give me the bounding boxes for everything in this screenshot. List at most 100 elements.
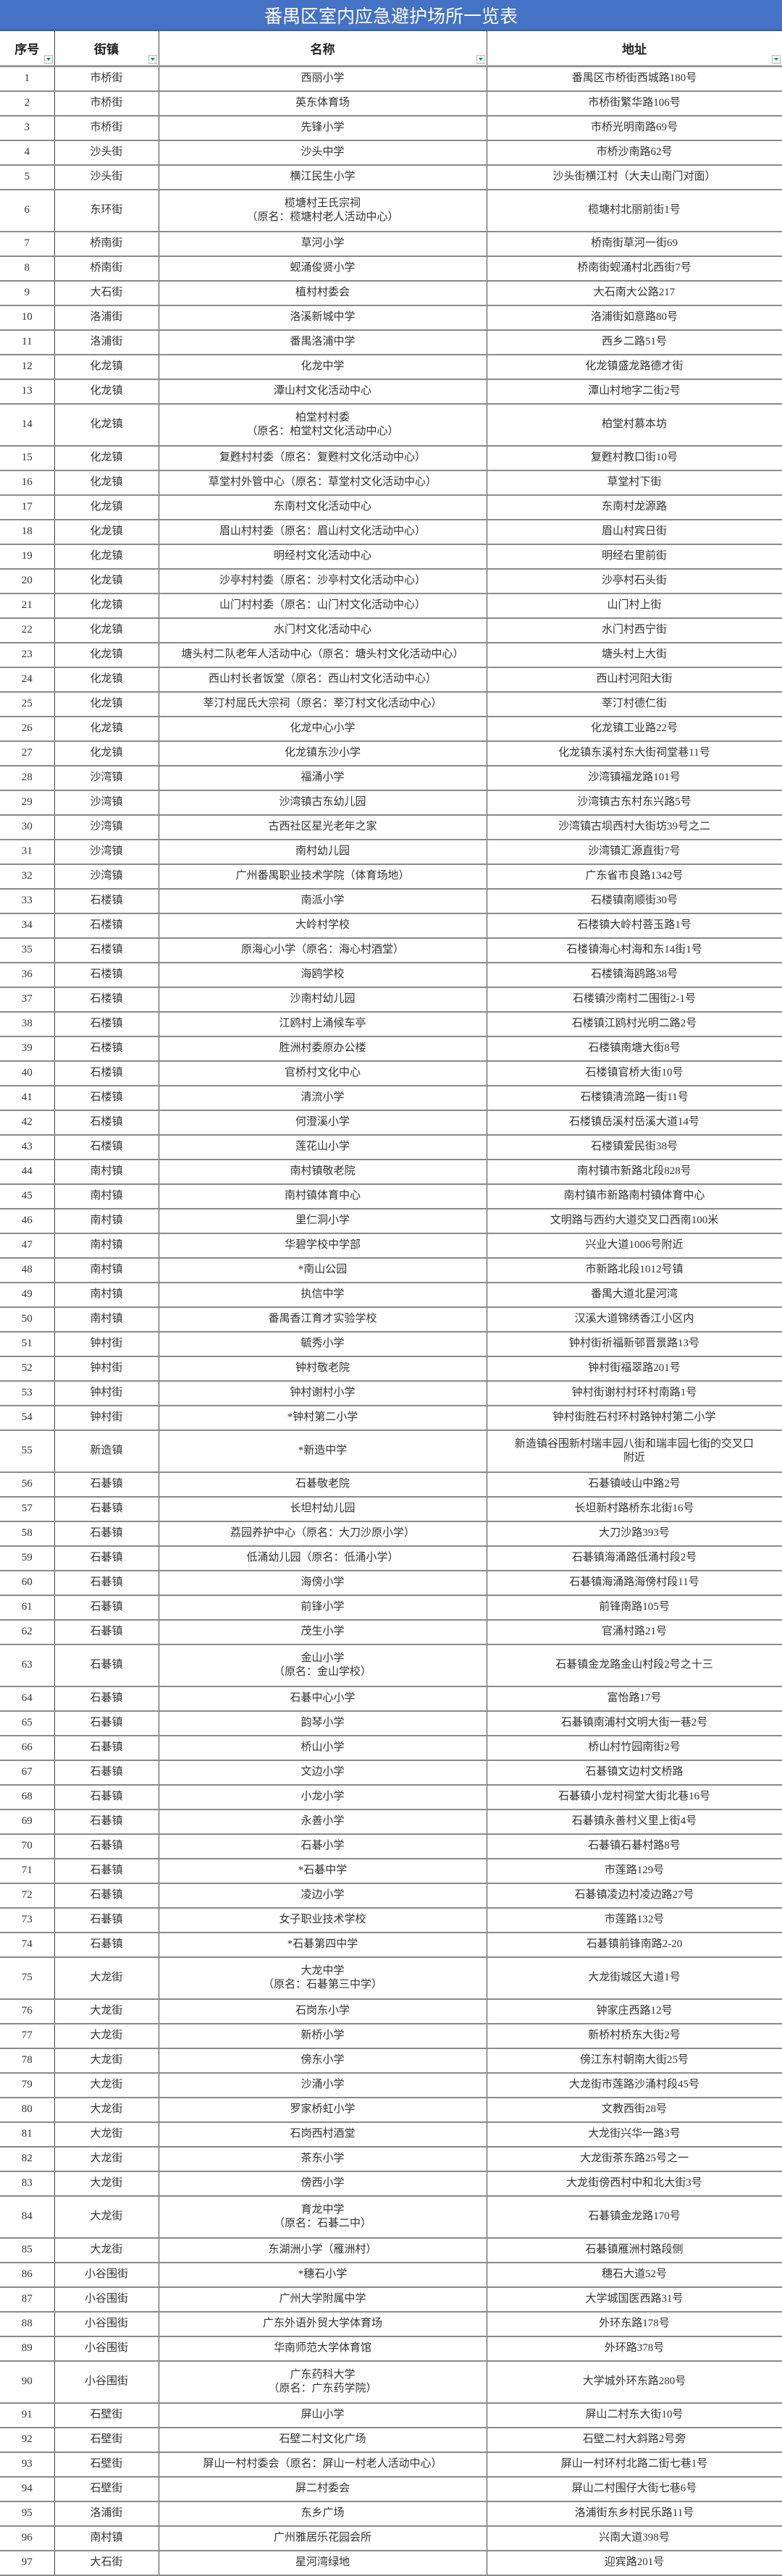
cell-town[interactable]: 大龙街 xyxy=(54,2195,159,2239)
cell-name[interactable]: 植村村委会 xyxy=(159,280,487,306)
cell-seq[interactable]: 20 xyxy=(0,568,55,594)
cell-seq[interactable]: 11 xyxy=(0,329,55,355)
cell-seq[interactable]: 86 xyxy=(0,2262,55,2288)
cell-address[interactable]: 石楼镇江鸥村光明二路2号 xyxy=(487,1011,782,1037)
cell-address[interactable]: 石碁镇雁洲村路段侧 xyxy=(487,2237,782,2263)
cell-seq[interactable]: 64 xyxy=(0,1686,55,1712)
cell-seq[interactable]: 10 xyxy=(0,305,55,331)
cell-seq[interactable]: 74 xyxy=(0,1932,55,1958)
cell-town[interactable]: 石碁镇 xyxy=(54,1858,159,1884)
cell-name[interactable]: 南村镇敬老院 xyxy=(159,1159,487,1185)
cell-town[interactable]: 石碁镇 xyxy=(54,1644,159,1687)
cell-name[interactable]: 复甦村村委（原名：复甦村文化活动中心） xyxy=(159,445,487,471)
cell-seq[interactable]: 31 xyxy=(0,839,55,865)
cell-name[interactable]: 星河湾绿地 xyxy=(159,2550,487,2576)
cell-seq[interactable]: 54 xyxy=(0,1405,55,1431)
cell-seq[interactable]: 17 xyxy=(0,494,55,520)
cell-name[interactable]: 前锋小学 xyxy=(159,1595,487,1621)
cell-town[interactable]: 石碁镇 xyxy=(54,1710,159,1736)
cell-name[interactable]: 潭山村文化活动中心 xyxy=(159,379,487,405)
cell-town[interactable]: 钟村街 xyxy=(54,1380,159,1406)
cell-town[interactable]: 东环街 xyxy=(54,189,159,232)
cell-name[interactable]: 小龙小学 xyxy=(159,1784,487,1810)
cell-town[interactable]: 石壁街 xyxy=(54,2427,159,2453)
cell-seq[interactable]: 96 xyxy=(0,2525,55,2551)
cell-address[interactable]: 石楼镇沙南村二围街2-1号 xyxy=(487,987,782,1013)
cell-town[interactable]: 大龙街 xyxy=(54,2072,159,2098)
cell-town[interactable]: 化龙镇 xyxy=(54,691,159,717)
cell-town[interactable]: 化龙镇 xyxy=(54,470,159,496)
cell-address[interactable]: 石楼镇南顺街30号 xyxy=(487,888,782,914)
cell-address[interactable]: 外环路378号 xyxy=(487,2336,782,2362)
cell-seq[interactable]: 2 xyxy=(0,90,55,117)
cell-address[interactable]: 屏山二村围仔大街七巷6号 xyxy=(487,2476,782,2502)
cell-seq[interactable]: 56 xyxy=(0,1471,55,1498)
cell-town[interactable]: 石碁镇 xyxy=(54,1833,159,1859)
cell-name[interactable]: *石碁第四中学 xyxy=(159,1932,487,1958)
cell-town[interactable]: 钟村街 xyxy=(54,1331,159,1357)
cell-seq[interactable]: 50 xyxy=(0,1306,55,1333)
cell-name[interactable]: 横江民生小学 xyxy=(159,164,487,190)
cell-seq[interactable]: 89 xyxy=(0,2336,55,2362)
cell-town[interactable]: 石碁镇 xyxy=(54,1883,159,1909)
cell-address[interactable]: 眉山村宾日街 xyxy=(487,519,782,545)
cell-town[interactable]: 南村镇 xyxy=(54,1183,159,1209)
cell-address[interactable]: 洛浦街东乡村民乐路11号 xyxy=(487,2501,782,2527)
cell-address[interactable]: 沙湾镇古坝西村大街坊39号之二 xyxy=(487,814,782,840)
cell-town[interactable]: 沙头街 xyxy=(54,140,159,166)
cell-seq[interactable]: 53 xyxy=(0,1380,55,1406)
cell-town[interactable]: 石碁镇 xyxy=(54,1619,159,1645)
cell-address[interactable]: 石碁镇金龙路170号 xyxy=(487,2195,782,2239)
cell-seq[interactable]: 58 xyxy=(0,1521,55,1547)
cell-address[interactable]: 石楼镇海鸥路38号 xyxy=(487,962,782,988)
cell-address[interactable]: 文教西街28号 xyxy=(487,2097,782,2123)
cell-address[interactable]: 番禺区市桥街西城路180号 xyxy=(487,66,782,92)
cell-address[interactable]: 钟村街胜石村环村路钟村第二小学 xyxy=(487,1405,782,1431)
cell-name[interactable]: 石岗西村酒堂 xyxy=(159,2121,487,2148)
cell-town[interactable]: 南村镇 xyxy=(54,2525,159,2551)
cell-town[interactable]: 南村镇 xyxy=(54,1208,159,1234)
cell-seq[interactable]: 92 xyxy=(0,2427,55,2453)
cell-town[interactable]: 南村镇 xyxy=(54,1282,159,1308)
cell-address[interactable]: 钟村街福翠路201号 xyxy=(487,1356,782,1382)
cell-seq[interactable]: 46 xyxy=(0,1208,55,1234)
cell-name[interactable]: 西丽小学 xyxy=(159,66,487,92)
cell-town[interactable]: 小谷围街 xyxy=(54,2336,159,2362)
cell-seq[interactable]: 24 xyxy=(0,667,55,693)
cell-name[interactable]: 草河小学 xyxy=(159,231,487,257)
cell-town[interactable]: 石壁街 xyxy=(54,2476,159,2502)
cell-seq[interactable]: 30 xyxy=(0,814,55,840)
cell-town[interactable]: 石楼镇 xyxy=(54,1060,159,1086)
cell-town[interactable]: 化龙镇 xyxy=(54,354,159,380)
cell-name[interactable]: 何澄溪小学 xyxy=(159,1110,487,1136)
cell-name[interactable]: 新桥小学 xyxy=(159,2023,487,2049)
cell-seq[interactable]: 33 xyxy=(0,888,55,914)
cell-town[interactable]: 石楼镇 xyxy=(54,987,159,1013)
cell-seq[interactable]: 67 xyxy=(0,1760,55,1786)
cell-address[interactable]: 钟村街谢村村环村南路1号 xyxy=(487,1380,782,1406)
cell-address[interactable]: 石碁镇南浦村文明大街一巷2号 xyxy=(487,1710,782,1736)
cell-town[interactable]: 石碁镇 xyxy=(54,1686,159,1712)
cell-name[interactable]: 韵琴小学 xyxy=(159,1710,487,1736)
cell-town[interactable]: 沙湾镇 xyxy=(54,814,159,840)
cell-name[interactable]: 福涌小学 xyxy=(159,765,487,791)
cell-name[interactable]: 东乡广场 xyxy=(159,2501,487,2527)
cell-seq[interactable]: 70 xyxy=(0,1833,55,1859)
cell-name[interactable]: 原海心小学（原名：海心村酒堂） xyxy=(159,937,487,963)
cell-name[interactable]: 文边小学 xyxy=(159,1760,487,1786)
cell-address[interactable]: 外环东路178号 xyxy=(487,2311,782,2337)
cell-address[interactable]: 沙头街横江村（大夫山南门对面） xyxy=(487,164,782,190)
cell-address[interactable]: 大石南大公路217 xyxy=(487,280,782,306)
cell-seq[interactable]: 87 xyxy=(0,2286,55,2313)
cell-address[interactable]: 石楼镇官桥大街10号 xyxy=(487,1060,782,1086)
cell-town[interactable]: 石壁街 xyxy=(54,2452,159,2478)
cell-address[interactable]: 穗石大道52号 xyxy=(487,2262,782,2288)
cell-address[interactable]: 东南村龙源路 xyxy=(487,494,782,520)
cell-town[interactable]: 南村镇 xyxy=(54,1306,159,1333)
cell-name[interactable]: 大龙中学 （原名：石碁第三中学） xyxy=(159,1956,487,2000)
cell-name[interactable]: 金山小学 （原名：金山学校） xyxy=(159,1644,487,1687)
cell-name[interactable]: 广州番禺职业技术学院（体育场地） xyxy=(159,863,487,890)
cell-address[interactable]: 柏堂村慕本坊 xyxy=(487,403,782,447)
cell-seq[interactable]: 36 xyxy=(0,962,55,988)
cell-address[interactable]: 大龙街茶东路25号之一 xyxy=(487,2146,782,2172)
